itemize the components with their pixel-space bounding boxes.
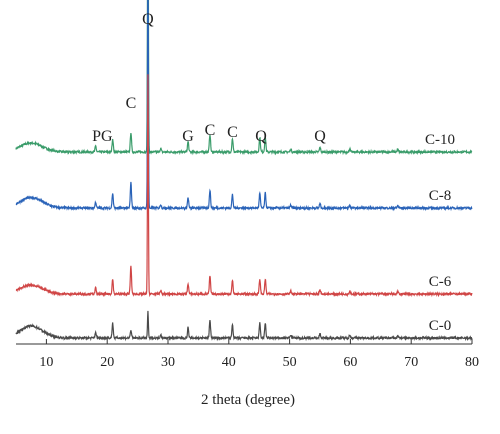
x-tick-label: 20 (100, 355, 114, 370)
series-line-c-6 (15, 74, 473, 298)
peak-label: C (227, 124, 238, 141)
x-tick-label: 40 (222, 355, 236, 370)
peak-label: G (182, 128, 194, 145)
peak-label: Q (314, 128, 326, 145)
peak-label: C (205, 122, 216, 139)
series-label-c-10: C-10 (425, 132, 455, 148)
peak-label: C (126, 95, 137, 112)
series-line-c-0 (15, 310, 473, 342)
series-group (15, 0, 473, 342)
series-labels: C-10 C-8 C-6 C-0 (425, 132, 455, 334)
series-label-c-6: C-6 (429, 274, 452, 290)
series-label-c-0: C-0 (429, 318, 452, 334)
series-line-c-10 (15, 0, 473, 156)
series-label-c-8: C-8 (429, 188, 452, 204)
peak-label: PG (92, 128, 113, 145)
peak-label: Q (255, 128, 267, 145)
series-line-c-8 (15, 0, 473, 212)
x-tick-label: 50 (283, 355, 297, 370)
x-tick-label: 80 (465, 355, 479, 370)
x-tick-label: 10 (39, 355, 53, 370)
x-axis-title: 2 theta (degree) (201, 392, 295, 408)
x-tick-label: 30 (161, 355, 175, 370)
x-tick-label: 60 (343, 355, 357, 370)
peak-label: Q (142, 11, 154, 28)
x-tick-label: 70 (404, 355, 418, 370)
x-axis: 10 20 30 40 50 60 70 80 (16, 339, 479, 370)
